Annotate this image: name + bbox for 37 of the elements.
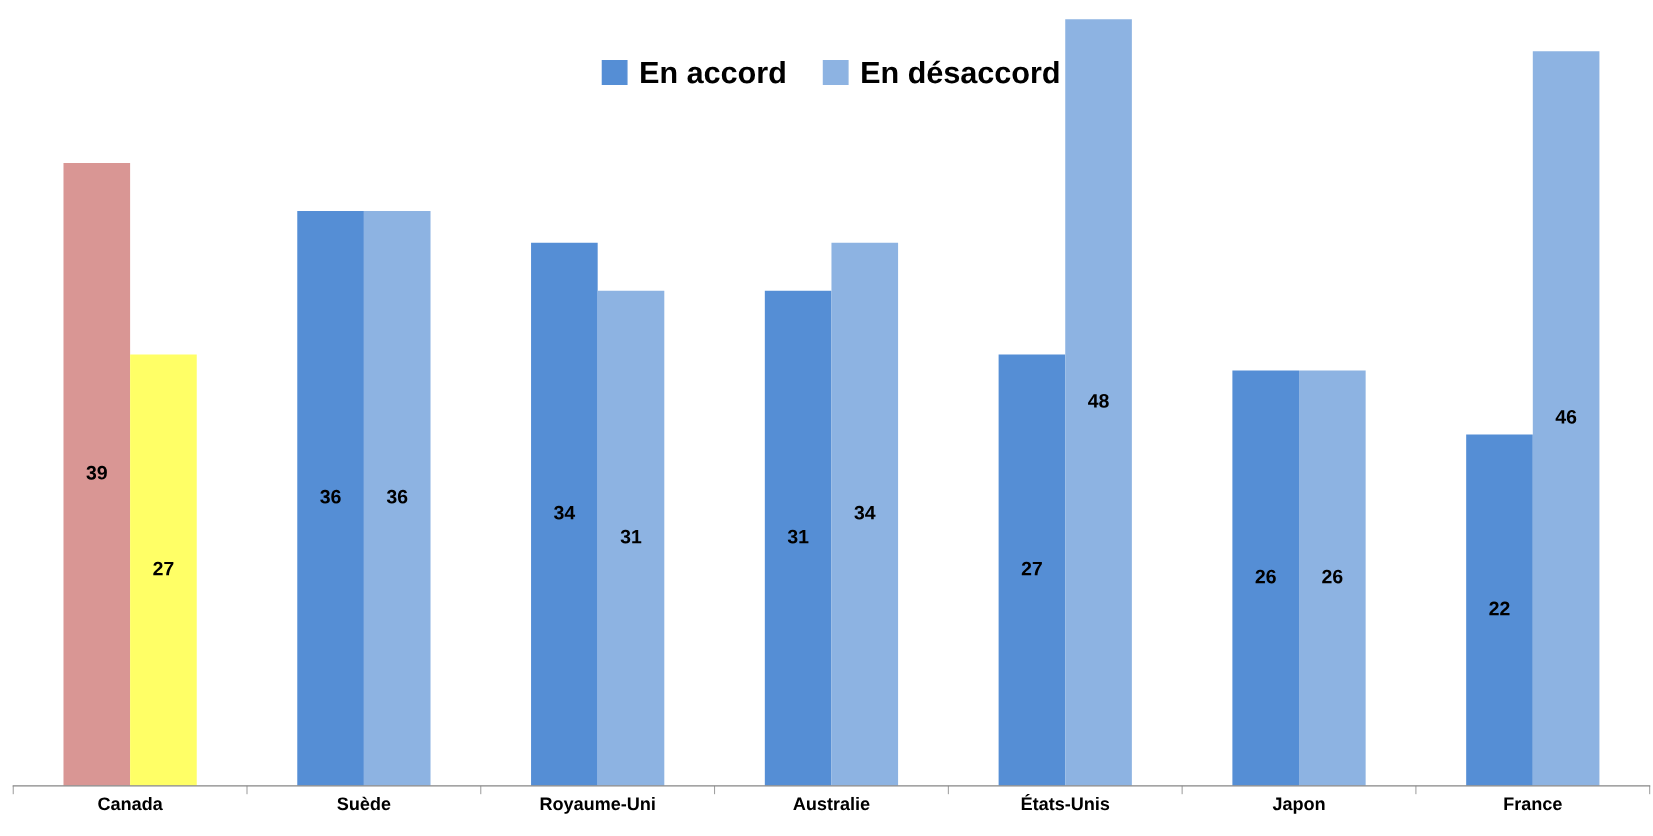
data-label: 39 <box>86 465 107 480</box>
bar <box>998 354 1066 786</box>
x-tick-label: Japon <box>1272 797 1325 814</box>
bar <box>1065 19 1132 786</box>
data-label: 36 <box>320 489 341 504</box>
data-label: 34 <box>554 505 576 520</box>
data-label: 26 <box>1322 569 1343 584</box>
x-tick-label: États-Unis <box>1021 794 1110 811</box>
bar <box>363 210 431 786</box>
bar <box>1532 51 1600 786</box>
data-label: 27 <box>153 561 174 576</box>
bar <box>63 162 131 786</box>
bar <box>1299 370 1366 786</box>
x-tick-label: Australie <box>793 796 870 811</box>
data-label: 48 <box>1088 393 1109 408</box>
data-label: 27 <box>1021 561 1042 576</box>
data-label: 36 <box>386 489 408 504</box>
bar <box>297 210 364 786</box>
data-label: 22 <box>1489 601 1510 616</box>
bar <box>531 242 598 786</box>
bar <box>130 354 197 786</box>
data-label: 31 <box>787 529 809 544</box>
x-tick-label: France <box>1504 797 1562 811</box>
bar <box>764 290 832 786</box>
legend-label: En accord <box>641 60 785 84</box>
bar <box>1232 370 1300 786</box>
x-tick-label: Canada <box>98 796 163 811</box>
data-label: 26 <box>1255 569 1276 584</box>
data-label: 46 <box>1555 409 1577 424</box>
bar <box>831 242 899 786</box>
legend-label: En désaccord <box>862 60 1059 84</box>
bar <box>1466 434 1533 786</box>
x-tick-label: Royaume-Uni <box>540 796 655 814</box>
bar <box>597 290 665 786</box>
data-label: 31 <box>620 529 642 544</box>
data-label: 34 <box>854 505 876 520</box>
x-tick-label: Suède <box>337 796 391 811</box>
